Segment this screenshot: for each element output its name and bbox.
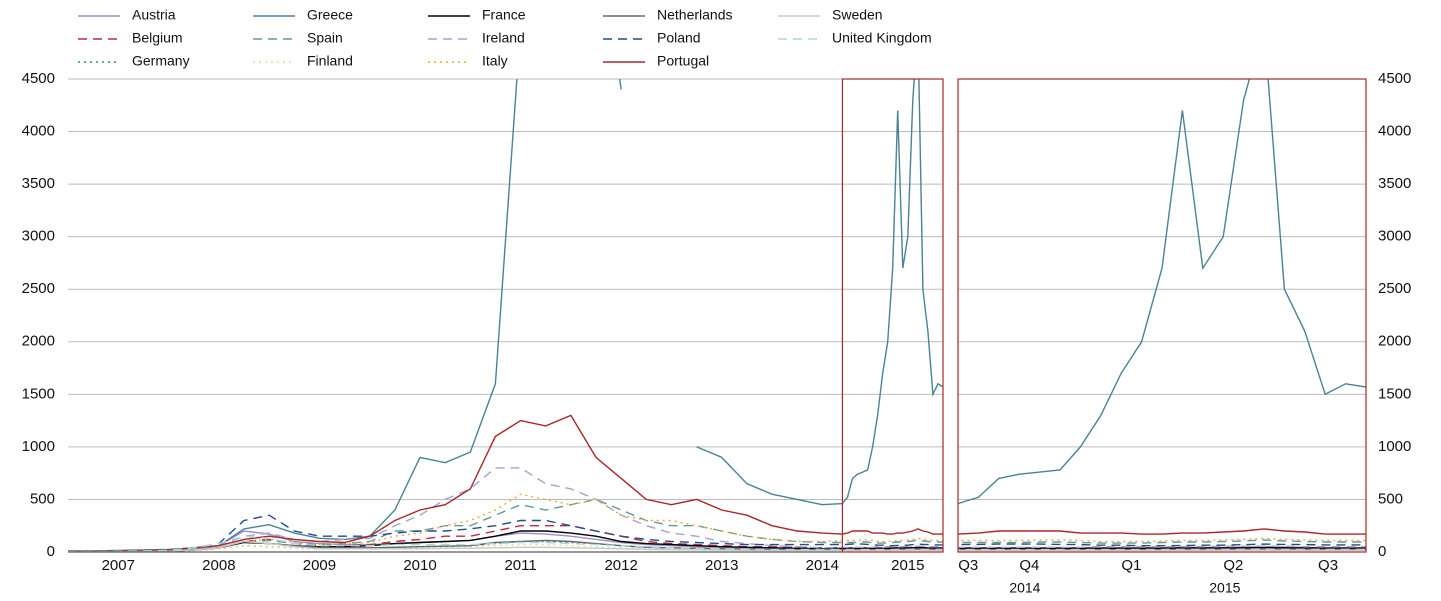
y-tick-label: 3000 bbox=[22, 228, 55, 245]
legend-label: Portugal bbox=[657, 53, 709, 69]
y-tick-label: 1000 bbox=[1378, 438, 1411, 455]
x-tick-label: 2014 bbox=[806, 557, 839, 574]
legend-label: Belgium bbox=[132, 30, 183, 46]
x-tick-label: 2012 bbox=[604, 557, 637, 574]
legend: Austria Belgium Germany Greece Spain Finland F… bbox=[78, 7, 932, 69]
series-line bbox=[68, 498, 943, 552]
x-tick-label: 2007 bbox=[102, 557, 135, 574]
legend-label: Netherlands bbox=[657, 7, 733, 23]
x-tick-label: 2008 bbox=[202, 557, 235, 574]
y-tick-label: 4500 bbox=[22, 70, 55, 87]
x-tick-label: Q3 bbox=[1318, 557, 1338, 574]
series-line bbox=[68, 514, 943, 552]
zoom-box bbox=[841, 78, 944, 553]
x-tick-label: Q1 bbox=[1121, 557, 1141, 574]
series-line bbox=[958, 548, 1366, 551]
series-line bbox=[958, 539, 1366, 544]
x-year-label: 2015 bbox=[1209, 580, 1240, 596]
series-line bbox=[68, 467, 943, 552]
series-line bbox=[68, 79, 943, 552]
series-line bbox=[68, 535, 943, 552]
y-tick-label: 2000 bbox=[1378, 333, 1411, 350]
legend-label: Finland bbox=[307, 53, 353, 69]
y-tick-label: 2500 bbox=[22, 280, 55, 297]
y-tick-label: 1500 bbox=[1378, 385, 1411, 402]
y-tick-label: 3500 bbox=[22, 175, 55, 192]
zoom-frame bbox=[957, 78, 1367, 553]
series-line bbox=[958, 543, 1366, 547]
legend-label: United Kingdom bbox=[832, 30, 932, 46]
y-tick-label: 4000 bbox=[1378, 123, 1411, 140]
y-tick-label: 0 bbox=[1378, 543, 1386, 560]
series-line bbox=[958, 528, 1366, 535]
legend-label: Spain bbox=[307, 30, 343, 46]
y-tick-label: 0 bbox=[47, 543, 55, 560]
y-tick-label: 500 bbox=[30, 490, 55, 507]
x-tick-label: 2011 bbox=[504, 557, 536, 574]
y-tick-label: 3000 bbox=[1378, 228, 1411, 245]
series-group bbox=[68, 79, 943, 552]
x-tick-label: 2015 bbox=[891, 557, 924, 574]
x-tick-label: Q3 bbox=[958, 557, 978, 574]
y-tick-label: 4000 bbox=[22, 123, 55, 140]
legend-label: Ireland bbox=[482, 30, 525, 46]
x-tick-label: 2010 bbox=[403, 557, 436, 574]
y-tick-label: 1500 bbox=[22, 385, 55, 402]
series-group bbox=[958, 79, 1366, 552]
y-tick-label: 2000 bbox=[22, 333, 55, 350]
series-line bbox=[68, 414, 943, 552]
y-tick-label: 500 bbox=[1378, 490, 1403, 507]
series-line bbox=[958, 546, 1366, 550]
y-tick-label: 1000 bbox=[22, 438, 55, 455]
legend-label: Greece bbox=[307, 7, 353, 23]
legend-label: France bbox=[482, 7, 526, 23]
series-line bbox=[958, 545, 1366, 549]
series-line bbox=[958, 549, 1366, 552]
x-tick-label: Q2 bbox=[1223, 557, 1243, 574]
panel: 0 500 1000 1500 2000 2500 3000 3500 4000 4500 2007… bbox=[22, 70, 944, 574]
legend-label: Austria bbox=[132, 7, 176, 23]
x-year-label: 2014 bbox=[1009, 580, 1040, 596]
x-tick-label: 2013 bbox=[705, 557, 738, 574]
x-tick-label: 2009 bbox=[303, 557, 336, 574]
x-tick-label: Q4 bbox=[1019, 557, 1039, 574]
legend-label: Poland bbox=[657, 30, 701, 46]
legend-label: Germany bbox=[132, 53, 190, 69]
panel: 0 500 1000 1500 2000 2500 3000 3500 4000 4500 Q3 Q4… bbox=[957, 70, 1411, 596]
legend-label: Sweden bbox=[832, 7, 883, 23]
series-line bbox=[958, 79, 1366, 505]
series-line bbox=[68, 540, 943, 552]
y-tick-label: 2500 bbox=[1378, 280, 1411, 297]
y-tick-label: 3500 bbox=[1378, 175, 1411, 192]
legend-label: Italy bbox=[482, 53, 508, 69]
y-tick-label: 4500 bbox=[1378, 70, 1411, 87]
